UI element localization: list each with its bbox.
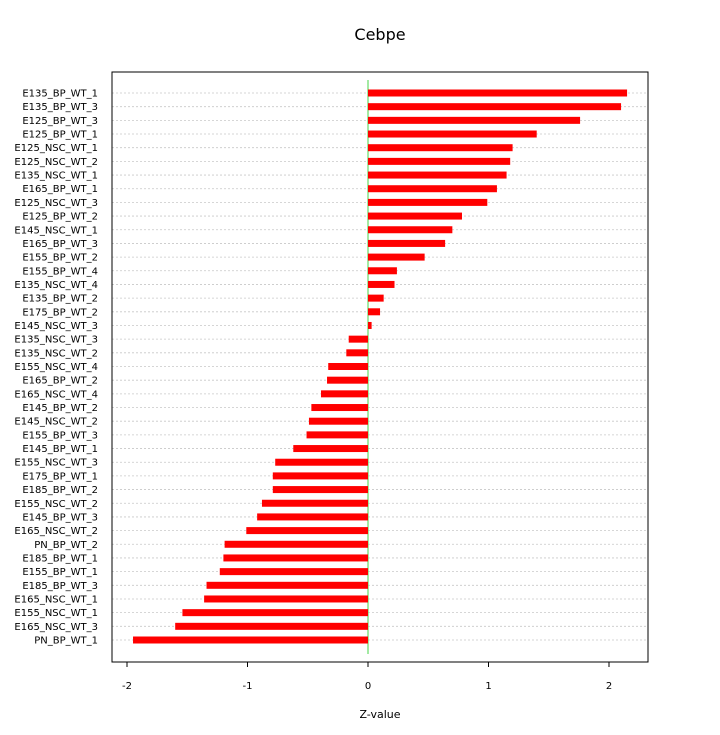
category-label: E125_BP_WT_1	[22, 130, 98, 141]
bar-e135-bp-wt-3	[368, 103, 622, 111]
bar-e125-bp-wt-3	[368, 116, 581, 124]
bar-e165-bp-wt-2	[327, 376, 368, 384]
x-tick-label: 2	[606, 681, 612, 692]
category-label: E125_NSC_WT_3	[14, 198, 98, 209]
category-label: E185_BP_WT_3	[22, 581, 98, 592]
bar-e165-bp-wt-1	[368, 185, 497, 193]
x-tick-label: -2	[122, 681, 132, 692]
category-label: E155_BP_WT_4	[22, 266, 98, 277]
category-labels: E135_BP_WT_1 E135_BP_WT_3 E125_BP_WT_3 E125…	[14, 89, 98, 647]
category-label: E175_BP_WT_1	[22, 471, 98, 482]
bar-e155-bp-wt-2	[368, 253, 425, 261]
bar-e125-nsc-wt-3	[368, 198, 488, 206]
category-label: E165_BP_WT_3	[22, 239, 98, 250]
bar-e135-bp-wt-1	[368, 89, 628, 97]
bar-e155-nsc-wt-4	[328, 363, 368, 370]
category-label: E155_BP_WT_1	[22, 567, 98, 578]
bar-e145-nsc-wt-2	[308, 417, 368, 425]
bar-e125-bp-wt-1	[368, 130, 537, 138]
bar-e175-bp-wt-2	[368, 308, 381, 316]
bar-e155-bp-wt-3	[306, 431, 368, 439]
bar-e165-nsc-wt-4	[321, 390, 368, 398]
category-label: E125_NSC_WT_2	[14, 157, 98, 168]
category-label: E185_BP_WT_1	[22, 553, 98, 564]
category-label: E125_BP_WT_2	[22, 212, 98, 223]
bar-e165-nsc-wt-1	[204, 595, 368, 603]
bar-e155-nsc-wt-3	[275, 458, 368, 466]
bar-e135-nsc-wt-3	[348, 335, 368, 343]
category-label: E185_BP_WT_2	[22, 485, 98, 496]
category-label: E135_NSC_WT_1	[14, 171, 98, 182]
bar-e155-bp-wt-1	[219, 568, 368, 576]
bar-e185-bp-wt-2	[272, 486, 368, 494]
bar-e135-nsc-wt-2	[346, 349, 368, 357]
bar-pn-bp-wt-1	[133, 636, 368, 644]
category-label: PN_BP_WT_1	[34, 636, 98, 647]
bar-e175-bp-wt-1	[272, 472, 368, 480]
chart-title: Cebpe	[354, 25, 405, 44]
bar-e135-nsc-wt-4	[368, 280, 395, 288]
category-label: E155_BP_WT_2	[22, 253, 98, 264]
category-label: E125_NSC_WT_1	[14, 143, 98, 154]
bar-e125-nsc-wt-2	[368, 157, 511, 165]
category-label: E155_NSC_WT_3	[14, 458, 98, 469]
x-tick-label: -1	[243, 681, 253, 692]
bar-e155-bp-wt-4	[368, 267, 397, 275]
bar-e135-nsc-wt-1	[368, 171, 507, 179]
bar-pn-bp-wt-2	[224, 540, 368, 548]
category-label: E165_NSC_WT_3	[14, 622, 98, 633]
category-label: E135_BP_WT_3	[22, 102, 98, 113]
category-label: E165_NSC_WT_1	[14, 594, 98, 605]
category-label: E145_NSC_WT_3	[14, 321, 98, 332]
bar-e125-nsc-wt-1	[368, 144, 513, 152]
category-label: E165_NSC_WT_4	[14, 389, 98, 400]
bar-e145-nsc-wt-3	[368, 321, 372, 329]
x-tick-label: 0	[365, 681, 371, 692]
bar-e165-nsc-wt-3	[175, 622, 368, 630]
category-label: E145_BP_WT_2	[22, 403, 98, 414]
bar-e165-nsc-wt-2	[246, 527, 368, 535]
bar-layer	[133, 89, 628, 644]
bar-e135-bp-wt-2	[368, 294, 384, 302]
category-label: E145_NSC_WT_1	[14, 225, 98, 236]
category-label: E145_BP_WT_1	[22, 444, 98, 455]
category-label: E145_NSC_WT_2	[14, 417, 98, 428]
category-label: E155_BP_WT_3	[22, 430, 98, 441]
category-label: E165_NSC_WT_2	[14, 526, 98, 537]
bar-e165-bp-wt-3	[368, 239, 446, 247]
category-label: E145_BP_WT_3	[22, 512, 98, 523]
category-label: E135_NSC_WT_3	[14, 335, 98, 346]
bar-e145-bp-wt-2	[311, 404, 368, 412]
bar-e155-nsc-wt-1	[182, 609, 368, 617]
category-label: E135_NSC_WT_2	[14, 348, 98, 359]
x-tick-label: 1	[485, 681, 491, 692]
x-axis-label: Z-value	[359, 708, 400, 721]
bar-e145-bp-wt-1	[293, 445, 368, 453]
category-label: E135_NSC_WT_4	[14, 280, 98, 291]
bar-e155-nsc-wt-2	[261, 499, 368, 507]
category-label: E125_BP_WT_3	[22, 116, 98, 127]
bar-e185-bp-wt-3	[206, 581, 368, 589]
x-axis: -2 -1 0 1 2	[122, 662, 612, 692]
category-label: PN_BP_WT_2	[34, 540, 98, 551]
category-label: E155_NSC_WT_2	[14, 499, 98, 510]
bar-e185-bp-wt-1	[223, 554, 368, 562]
category-label: E155_NSC_WT_4	[14, 362, 98, 373]
category-label: E135_BP_WT_2	[22, 294, 98, 305]
category-label: E165_BP_WT_2	[22, 376, 98, 387]
bar-e125-bp-wt-2	[368, 212, 462, 220]
category-label: E165_BP_WT_1	[22, 184, 98, 195]
bar-e145-nsc-wt-1	[368, 226, 453, 234]
bar-e145-bp-wt-3	[257, 513, 368, 521]
plot-frame	[111, 71, 649, 663]
category-label: E175_BP_WT_2	[22, 307, 98, 318]
category-label: E155_NSC_WT_1	[14, 608, 98, 619]
category-label: E135_BP_WT_1	[22, 89, 98, 100]
